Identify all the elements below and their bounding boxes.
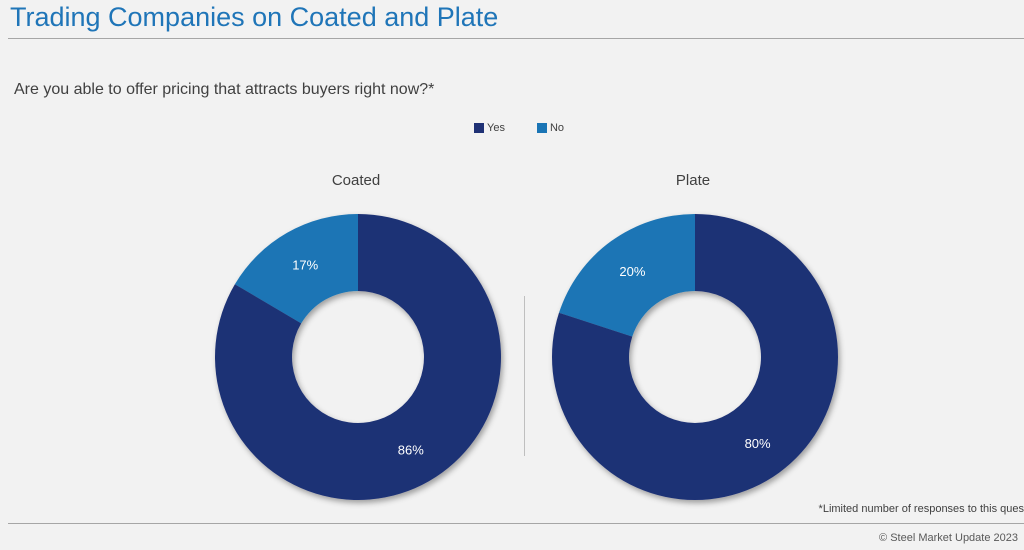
slice-yes	[215, 214, 501, 500]
data-label-yes: 80%	[745, 436, 771, 451]
donut-chart-coated: 17% 86%	[215, 214, 501, 500]
legend-item-yes: Yes	[474, 122, 505, 134]
chart-title-coated: Coated	[331, 172, 381, 189]
legend-label-no: No	[549, 122, 565, 134]
data-label-no: 20%	[619, 264, 645, 279]
page-title: Trading Companies on Coated and Plate	[10, 2, 499, 32]
slice-no	[234, 214, 358, 324]
copyright-notice: © Steel Market Update 2023	[879, 532, 1018, 544]
chart-divider	[524, 296, 525, 456]
data-label-no: 17%	[292, 257, 318, 272]
title-divider	[8, 38, 1024, 39]
legend-label-yes: Yes	[487, 122, 505, 134]
legend-swatch-no	[536, 123, 547, 133]
footer-divider	[8, 523, 1024, 524]
slice-yes	[552, 214, 838, 501]
survey-question: Are you able to offer pricing that attra…	[14, 81, 435, 98]
legend-item-no: No	[536, 122, 565, 134]
footnote: *Limited number of responses to this que…	[818, 503, 1024, 515]
chart-title-plate: Plate	[675, 172, 711, 189]
slice-no	[558, 214, 695, 337]
donut-chart-plate: 20% 80%	[552, 214, 838, 501]
legend-swatch-yes	[474, 123, 484, 133]
data-label-yes: 86%	[398, 443, 424, 458]
chart-legend: Yes No	[474, 122, 564, 134]
